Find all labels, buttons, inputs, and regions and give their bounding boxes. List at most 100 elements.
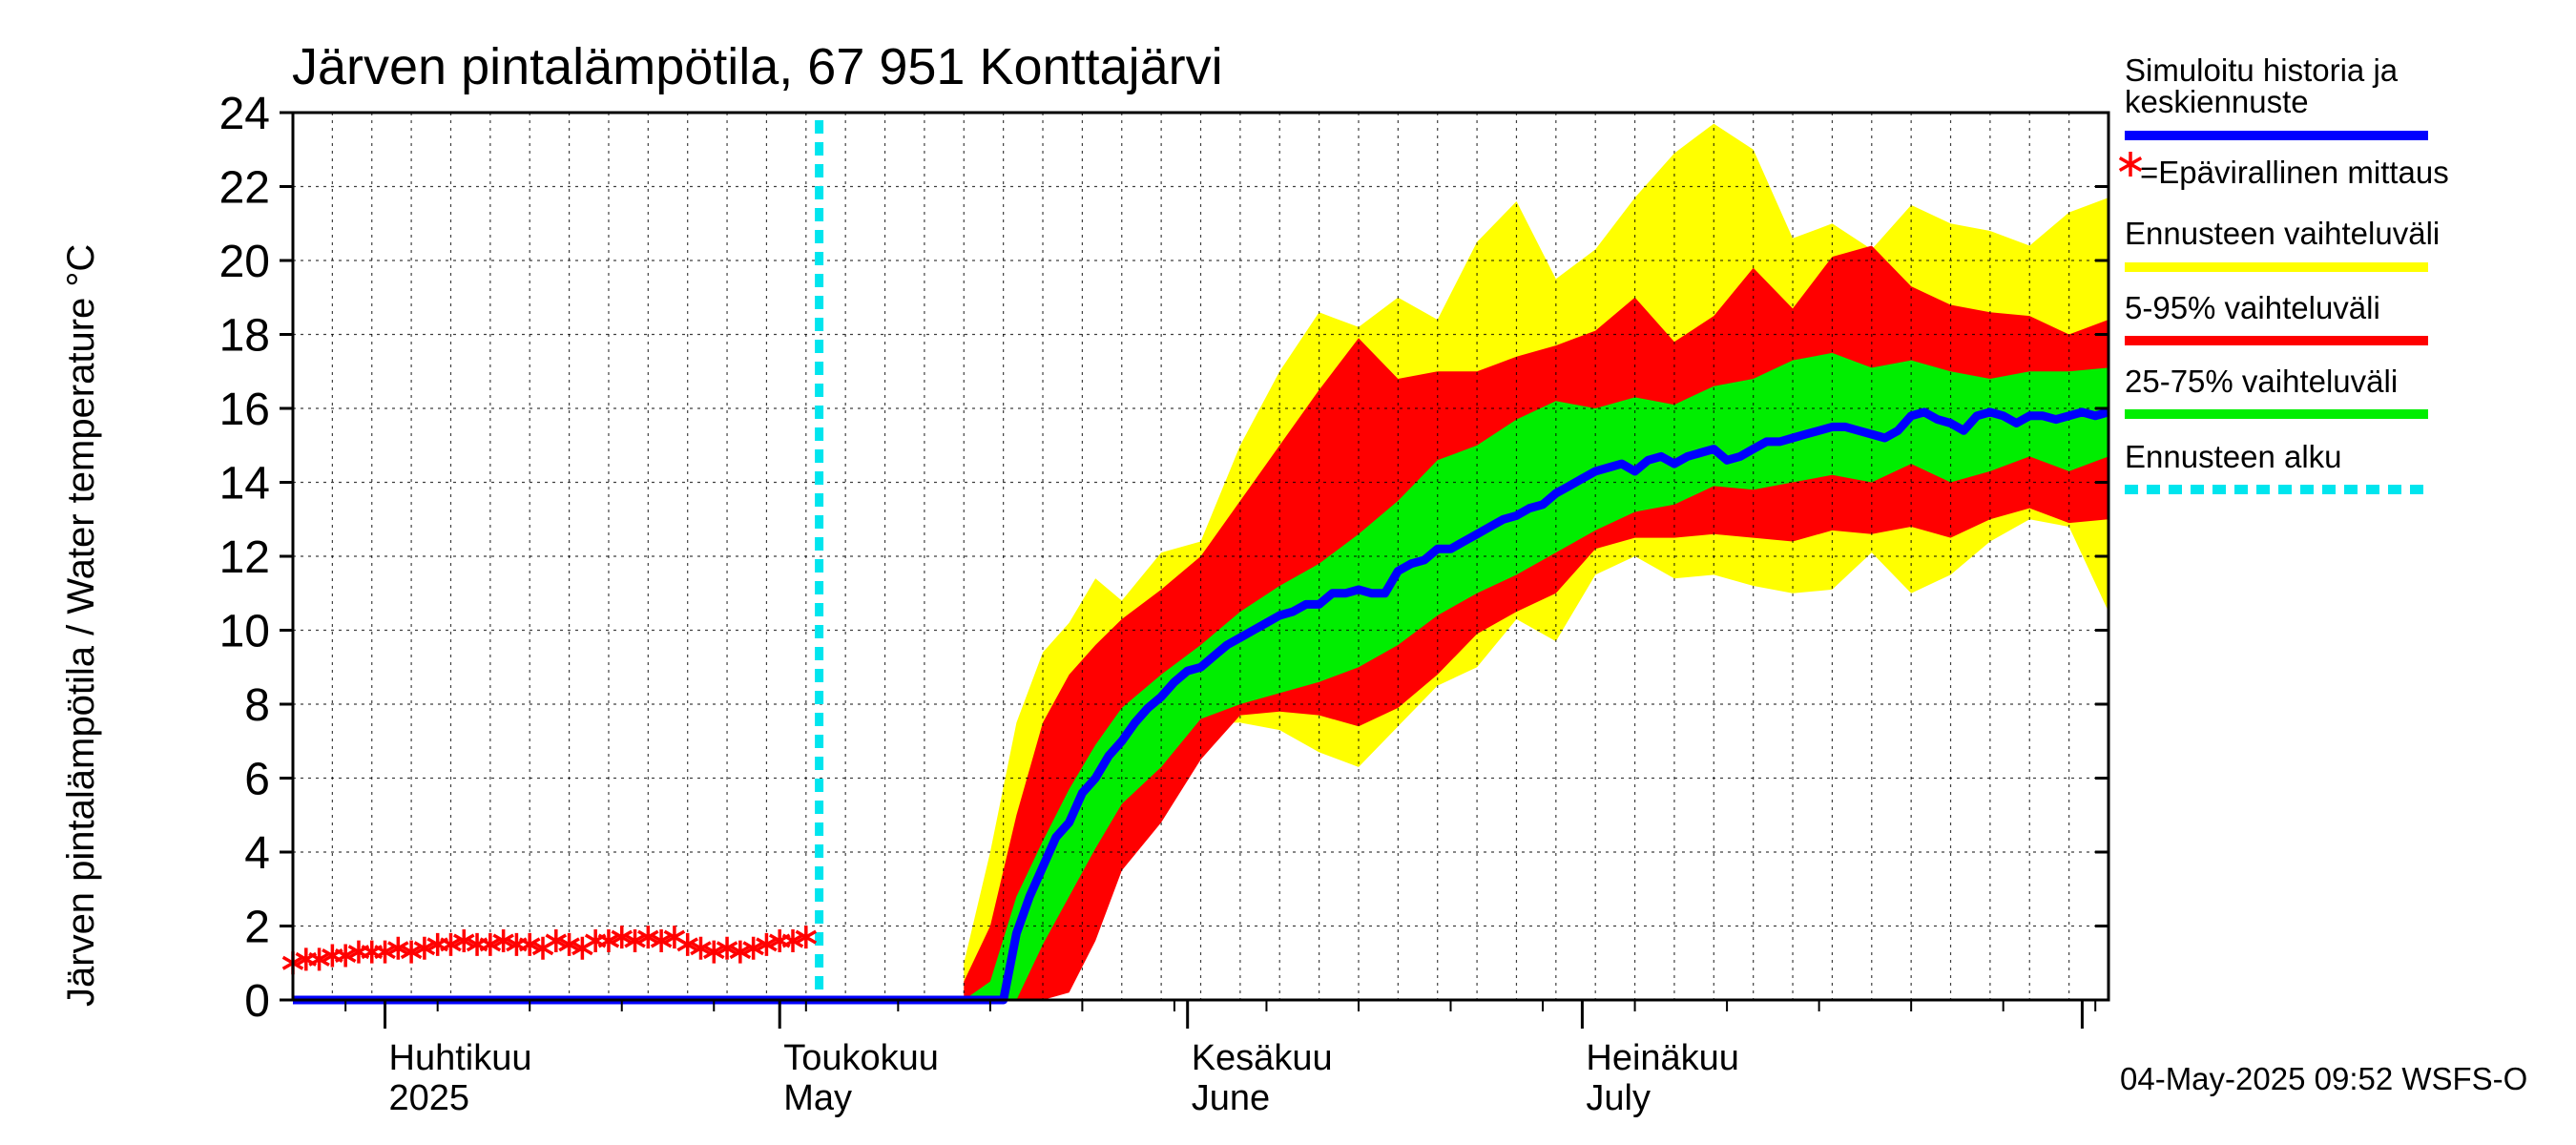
star-stroke	[518, 937, 541, 952]
grid-lines	[293, 113, 2109, 1000]
observation-marker	[584, 929, 607, 952]
star-stroke	[413, 941, 436, 956]
y-tick-label: 22	[219, 163, 270, 214]
x-month-label-fi: Kesäkuu	[1192, 1038, 1333, 1078]
star-stroke	[756, 937, 778, 952]
axes: 024681012141618202224Huhtikuu2025Toukoku…	[219, 89, 2109, 1118]
observation-markers	[281, 926, 818, 975]
x-month-label-en: May	[783, 1078, 852, 1118]
y-axis-label: Järven pintalämpötila / Water temperatur…	[60, 244, 102, 1007]
star-stroke	[781, 933, 804, 948]
observation-marker	[716, 936, 738, 960]
x-month-label-en: July	[1586, 1078, 1651, 1118]
observation-marker	[729, 940, 752, 964]
legend-label: 25-75% vaihteluväli	[2125, 364, 2398, 399]
star-stroke	[374, 945, 396, 960]
star-stroke	[742, 941, 764, 956]
star-stroke	[400, 945, 423, 960]
observation-marker	[650, 929, 673, 952]
star-stroke	[716, 941, 738, 956]
legend-label: 5-95% vaihteluväli	[2125, 290, 2380, 325]
legend-label: Simuloitu historia ja	[2125, 52, 2399, 88]
star-stroke	[571, 941, 593, 956]
observation-marker	[334, 944, 357, 968]
legend-star-icon	[2118, 152, 2143, 177]
star-stroke	[611, 929, 634, 945]
star-stroke	[479, 937, 502, 952]
x-month-label-en: 2025	[389, 1078, 470, 1118]
star-stroke	[453, 933, 475, 948]
observation-marker	[545, 929, 568, 952]
observation-marker	[637, 926, 659, 949]
y-tick-label: 4	[244, 828, 270, 879]
y-tick-label: 8	[244, 680, 270, 731]
legend-entry: 5-95% vaihteluväli	[2125, 290, 2428, 345]
observation-marker	[400, 940, 423, 964]
star-stroke	[729, 945, 752, 960]
forecast-bands	[964, 123, 2109, 1001]
star-stroke	[703, 945, 725, 960]
observation-marker	[479, 932, 502, 956]
observation-marker	[676, 932, 698, 956]
observation-marker	[387, 936, 409, 960]
legend-entry: Ennusteen alku	[2125, 439, 2428, 494]
star-stroke	[676, 937, 698, 952]
legend-entry: Ennusteen vaihteluväli	[2125, 216, 2440, 272]
observation-marker	[558, 932, 580, 956]
observation-marker	[795, 926, 818, 949]
observation-marker	[611, 926, 634, 949]
star-stroke	[440, 937, 462, 952]
star-stroke	[690, 941, 712, 956]
legend-label: =Epävirallinen mittaus	[2140, 155, 2449, 190]
observation-marker	[624, 929, 646, 952]
star-stroke	[597, 933, 620, 948]
observation-marker	[703, 940, 725, 964]
x-month-label-fi: Heinäkuu	[1586, 1038, 1739, 1078]
y-tick-label: 12	[219, 532, 270, 583]
star-stroke	[637, 929, 659, 945]
y-tick-label: 24	[219, 89, 270, 139]
legend-label: keskiennuste	[2125, 84, 2309, 119]
y-tick-label: 2	[244, 903, 270, 953]
star-stroke	[624, 933, 646, 948]
star-stroke	[650, 933, 673, 948]
median-forecast-line	[293, 407, 2110, 1005]
y-tick-label: 16	[219, 385, 270, 435]
x-month-label-fi: Toukokuu	[783, 1038, 939, 1078]
observation-marker	[308, 947, 330, 971]
observation-marker	[361, 940, 384, 964]
observation-marker	[597, 929, 620, 952]
star-stroke	[545, 933, 568, 948]
star-stroke	[492, 933, 514, 948]
forecast-lines	[293, 120, 2110, 1005]
legend-entry: 25-75% vaihteluväli	[2125, 364, 2428, 419]
chart-title: Järven pintalämpötila, 67 951 Konttajärv…	[292, 38, 1223, 95]
star-stroke	[387, 941, 409, 956]
y-tick-label: 20	[219, 237, 270, 287]
star-stroke	[558, 937, 580, 952]
legend-label: Ennusteen alku	[2125, 439, 2342, 474]
y-tick-label: 10	[219, 607, 270, 657]
observation-marker	[453, 929, 475, 952]
observation-marker	[690, 936, 712, 960]
y-tick-label: 18	[219, 311, 270, 362]
star-stroke	[2118, 156, 2143, 173]
observation-marker	[781, 929, 804, 952]
observation-marker	[492, 929, 514, 952]
legend-entry: =Epävirallinen mittaus	[2118, 152, 2449, 190]
observation-marker	[440, 932, 462, 956]
star-stroke	[531, 941, 554, 956]
observation-marker	[518, 932, 541, 956]
y-tick-label: 14	[219, 459, 270, 510]
observation-marker	[413, 936, 436, 960]
star-stroke	[795, 929, 818, 945]
observation-marker	[742, 936, 764, 960]
observation-marker	[374, 940, 396, 964]
x-month-label-en: June	[1192, 1078, 1270, 1118]
star-stroke	[308, 951, 330, 967]
legend-label: Ennusteen vaihteluväli	[2125, 216, 2440, 251]
y-tick-label: 6	[244, 755, 270, 805]
